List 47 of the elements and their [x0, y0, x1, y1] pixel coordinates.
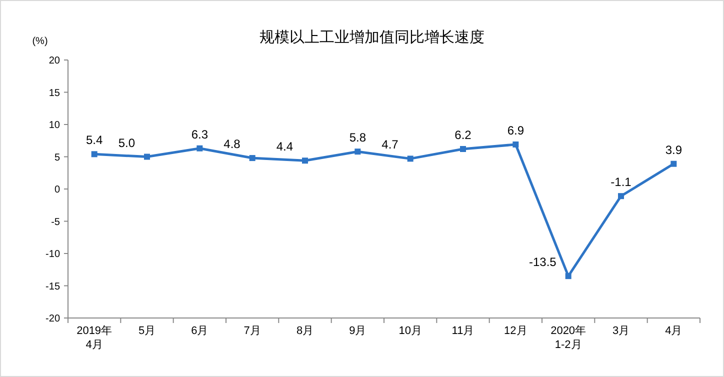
y-tick-label: 5 [54, 152, 60, 164]
data-label: 6.3 [191, 127, 208, 142]
x-tick-label: 11月 [452, 325, 474, 337]
point [670, 160, 677, 167]
x-tick-label: 4月 [665, 325, 682, 337]
point [512, 141, 519, 148]
y-axis-title: (%) [32, 36, 48, 47]
x-tick-label: 3月 [612, 325, 630, 337]
point [460, 146, 466, 152]
y-tick-label: 15 [48, 88, 60, 99]
x-tick-label: 8月 [296, 325, 314, 337]
data-label: 5.8 [349, 130, 366, 145]
x-tick-label: 2019年 4月 [76, 325, 112, 351]
data-label: 3.9 [665, 142, 682, 157]
y-tick-label: -15 [46, 281, 60, 292]
data-label: -13.5 [528, 255, 557, 270]
x-tick-label: 9月 [349, 325, 366, 337]
y-tick-label: 20 [48, 56, 60, 66]
point [618, 193, 624, 200]
x-tick-label: 5月 [138, 325, 156, 337]
point [91, 151, 98, 158]
point [407, 156, 414, 162]
data-label: 4.4 [276, 140, 294, 154]
data-label: 4.7 [382, 138, 399, 152]
y-tick-label: 0 [54, 184, 60, 196]
data-label: -1.1 [610, 175, 632, 190]
data-label: 6.2 [454, 128, 472, 142]
y-tick-label: -20 [46, 314, 60, 324]
y-tick-label: -5 [51, 216, 60, 228]
point [144, 154, 150, 160]
point [196, 145, 203, 152]
point [249, 155, 256, 162]
x-tick-label: 12月 [504, 325, 528, 337]
data-label: 6.9 [507, 123, 524, 138]
y-tick-label: 10 [48, 120, 60, 131]
data-label: 5.4 [86, 133, 103, 148]
y-tick-label: -10 [46, 249, 60, 260]
x-tick-label: 6月 [191, 325, 208, 337]
data-label: 4.8 [224, 137, 241, 152]
point [354, 148, 361, 155]
point [302, 158, 308, 164]
point [565, 273, 572, 280]
x-tick-label: 10月 [398, 325, 422, 337]
chart-title: 规模以上工业增加值同比增长速度 [260, 29, 484, 46]
data-label: 5.0 [118, 136, 136, 150]
x-tick-label: 2020年 1-2月 [550, 325, 586, 351]
x-tick-label: 7月 [244, 325, 261, 337]
